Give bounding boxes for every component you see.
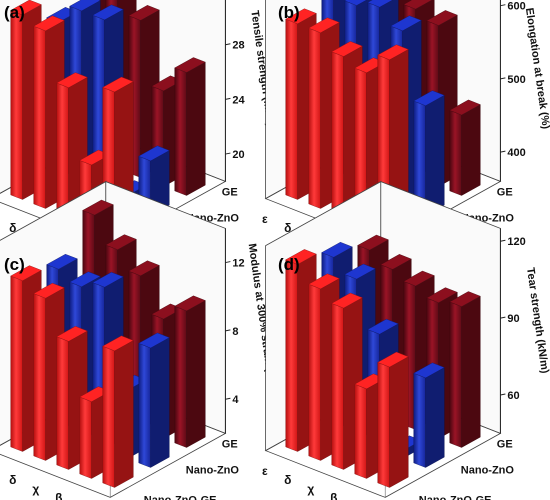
depth-label: GE bbox=[497, 186, 513, 198]
category-label: δ bbox=[9, 473, 16, 487]
z-tick-label: 600 bbox=[507, 1, 525, 13]
depth-label: GE bbox=[222, 438, 238, 450]
z-tick-label: 20 bbox=[232, 149, 244, 161]
panel-label: (b) bbox=[278, 3, 300, 22]
z-tick bbox=[500, 77, 506, 80]
bar bbox=[33, 282, 65, 461]
z-tick bbox=[500, 150, 506, 153]
z-tick bbox=[225, 97, 231, 100]
z-tick bbox=[225, 43, 231, 46]
category-label: χ bbox=[307, 482, 314, 496]
bar bbox=[377, 351, 409, 488]
bar bbox=[413, 362, 445, 468]
z-tick-label: 120 bbox=[507, 236, 525, 248]
depth-label: Nano-ZnO bbox=[186, 464, 240, 476]
z-tick-label: 28 bbox=[232, 40, 244, 52]
bar bbox=[138, 332, 170, 468]
z-tick-label: 60 bbox=[507, 390, 519, 402]
z-axis-label: Tear strength (kN/m) bbox=[524, 267, 550, 375]
bar bbox=[174, 57, 206, 196]
category-label: β bbox=[55, 491, 62, 500]
z-tick bbox=[225, 261, 231, 264]
panel-0: 20242832Tensile strength (MPa)αβχδεNano-… bbox=[0, 0, 277, 262]
bar bbox=[449, 99, 481, 196]
z-tick-label: 500 bbox=[507, 74, 525, 86]
panel-label: (c) bbox=[4, 255, 25, 274]
z-tick bbox=[500, 4, 506, 7]
depth-label: Nano-ZnO-GE bbox=[144, 494, 217, 500]
depth-label: Nano-ZnO-GE bbox=[419, 494, 492, 500]
z-tick-label: 4 bbox=[232, 394, 239, 406]
z-tick-label: 8 bbox=[232, 326, 238, 338]
z-tick bbox=[225, 152, 231, 155]
z-tick bbox=[225, 397, 231, 400]
bar bbox=[102, 335, 134, 488]
z-tick-label: 24 bbox=[232, 94, 245, 106]
category-label: ε bbox=[262, 212, 268, 226]
z-tick-label: 12 bbox=[232, 258, 244, 270]
bar bbox=[449, 291, 481, 448]
category-label: χ bbox=[32, 482, 39, 496]
z-axis-label: Elongation at break (%) bbox=[523, 7, 550, 130]
category-label: ε bbox=[262, 464, 268, 478]
z-tick bbox=[500, 316, 506, 319]
z-tick-label: 400 bbox=[507, 147, 525, 159]
depth-label: Nano-ZnO bbox=[461, 464, 515, 476]
category-label: δ bbox=[284, 473, 291, 487]
category-label: β bbox=[330, 491, 337, 500]
panel-label: (d) bbox=[278, 255, 300, 274]
z-tick bbox=[225, 329, 231, 332]
category-label: δ bbox=[9, 221, 16, 235]
bar bbox=[413, 90, 445, 216]
bar bbox=[174, 295, 206, 448]
panel-label: (a) bbox=[4, 3, 25, 22]
depth-label: GE bbox=[222, 186, 238, 198]
z-tick bbox=[500, 393, 506, 396]
category-label: δ bbox=[284, 221, 291, 235]
z-tick bbox=[500, 239, 506, 242]
z-tick-label: 90 bbox=[507, 313, 519, 325]
depth-label: GE bbox=[497, 438, 513, 450]
